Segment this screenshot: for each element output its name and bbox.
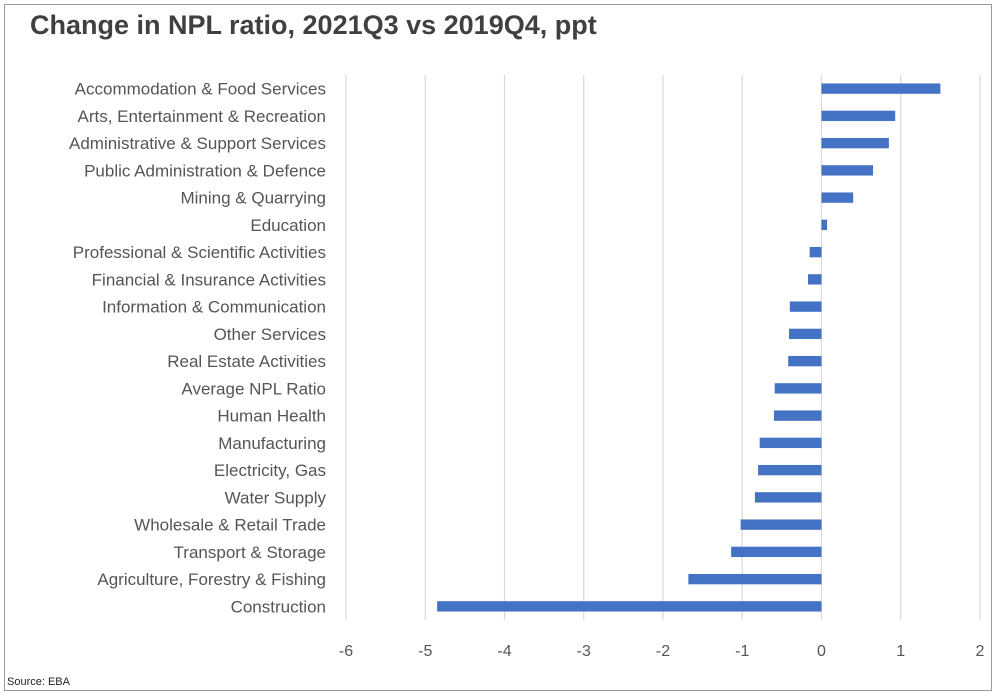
x-tick-label: -1 [735, 643, 749, 660]
bar [731, 546, 822, 558]
category-label: Administrative & Support Services [69, 134, 326, 153]
bar [821, 137, 889, 149]
bar [821, 192, 854, 203]
category-label: Construction [231, 597, 326, 616]
source-note: Source: EBA [7, 676, 70, 688]
bar [773, 410, 822, 421]
bar [754, 492, 822, 503]
chart-title: Change in NPL ratio, 2021Q3 vs 2019Q4, p… [30, 10, 597, 40]
bar [740, 519, 822, 530]
category-label: Wholesale & Retail Trade [134, 516, 326, 535]
x-tick-label: -6 [339, 643, 353, 660]
bar [821, 165, 874, 176]
category-label: Transport & Storage [174, 543, 326, 562]
bar [821, 83, 941, 94]
bar [688, 573, 822, 585]
category-label: Mining & Quarrying [180, 189, 326, 208]
category-label: Information & Communication [102, 298, 326, 317]
bar [821, 110, 896, 122]
bar [809, 246, 822, 258]
x-tick-label: 1 [896, 643, 905, 660]
bar [808, 274, 822, 285]
x-tick-label: 0 [817, 643, 826, 660]
category-label: Average NPL Ratio [181, 379, 326, 398]
bar [821, 219, 828, 231]
category-label: Human Health [217, 407, 326, 426]
category-label: Real Estate Activities [167, 352, 326, 371]
category-label: Accommodation & Food Services [75, 80, 326, 99]
bar [789, 328, 822, 340]
x-tick-label: -5 [418, 643, 432, 660]
x-tick-label: 2 [976, 643, 985, 660]
category-label: Electricity, Gas [214, 461, 326, 480]
category-label: Other Services [214, 325, 326, 344]
bar [774, 383, 822, 394]
x-tick-label: -3 [577, 643, 591, 660]
category-label: Agriculture, Forestry & Fishing [97, 570, 326, 589]
bar [758, 464, 822, 476]
bar [759, 437, 822, 449]
category-label: Education [250, 216, 326, 235]
category-label: Water Supply [225, 488, 327, 507]
x-tick-label: -2 [656, 643, 670, 660]
category-label: Professional & Scientific Activities [73, 243, 326, 262]
category-label: Manufacturing [218, 434, 326, 453]
category-label: Financial & Insurance Activities [92, 270, 326, 289]
x-tick-label: -4 [497, 643, 511, 660]
bar [437, 601, 822, 612]
bar [789, 301, 822, 312]
bar [788, 355, 822, 367]
category-label: Public Administration & Defence [84, 161, 326, 180]
category-label: Arts, Entertainment & Recreation [77, 107, 326, 126]
